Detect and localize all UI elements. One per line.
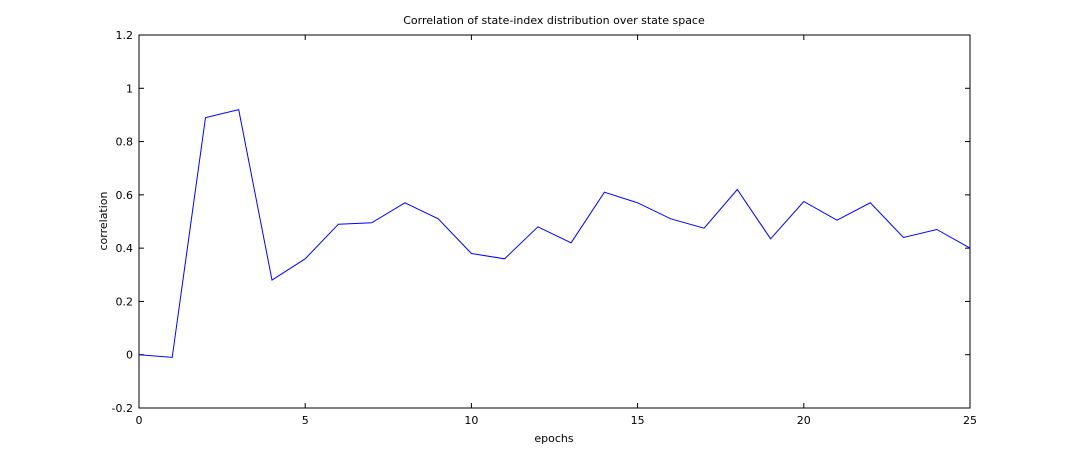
- data-point: [438, 218, 439, 219]
- x-tick-label: 15: [631, 414, 645, 427]
- data-point: [371, 222, 372, 223]
- data-point: [404, 202, 405, 203]
- data-point: [670, 218, 671, 219]
- y-tick-label: 0: [126, 349, 133, 362]
- data-point: [703, 228, 704, 229]
- x-tick-label: 20: [797, 414, 811, 427]
- data-point: [936, 229, 937, 230]
- data-point: [969, 248, 970, 249]
- data-point: [271, 280, 272, 281]
- data-point: [770, 238, 771, 239]
- y-tick-label: 0.8: [116, 136, 134, 149]
- axis-ticks: 0 5 10 15 20 25-0.200.20.40.60.811.2: [112, 29, 977, 427]
- y-axis-label: correlation: [97, 191, 110, 250]
- y-tick-label: 0.4: [116, 242, 134, 255]
- chart-title: Correlation of state-index distribution …: [403, 14, 705, 27]
- y-tick-label: 0.2: [116, 295, 134, 308]
- x-axis-label: epochs: [534, 432, 573, 445]
- data-point: [205, 117, 206, 118]
- data-point: [172, 357, 173, 358]
- data-point: [836, 220, 837, 221]
- data-point: [471, 253, 472, 254]
- data-point: [604, 192, 605, 193]
- data-point: [338, 224, 339, 225]
- y-tick-label: 1.2: [116, 29, 134, 42]
- x-tick-label: 25: [963, 414, 977, 427]
- series-layer: [138, 108, 971, 358]
- data-point: [803, 201, 804, 202]
- x-tick-label: 0: [136, 414, 143, 427]
- data-point: [504, 258, 505, 259]
- y-tick-label: 1: [126, 82, 133, 95]
- series-line: [138, 108, 971, 358]
- data-point: [238, 109, 239, 110]
- data-point: [305, 258, 306, 259]
- plot-frame: [138, 34, 971, 409]
- x-tick-label: 5: [302, 414, 309, 427]
- data-point: [637, 202, 638, 203]
- x-tick-label: 10: [464, 414, 478, 427]
- data-point: [571, 242, 572, 243]
- data-point: [138, 354, 139, 355]
- data-point: [737, 189, 738, 190]
- y-tick-label: 0.6: [116, 189, 134, 202]
- y-tick-label: -0.2: [112, 402, 133, 415]
- data-point: [870, 202, 871, 203]
- data-point: [537, 226, 538, 227]
- data-point: [903, 237, 904, 238]
